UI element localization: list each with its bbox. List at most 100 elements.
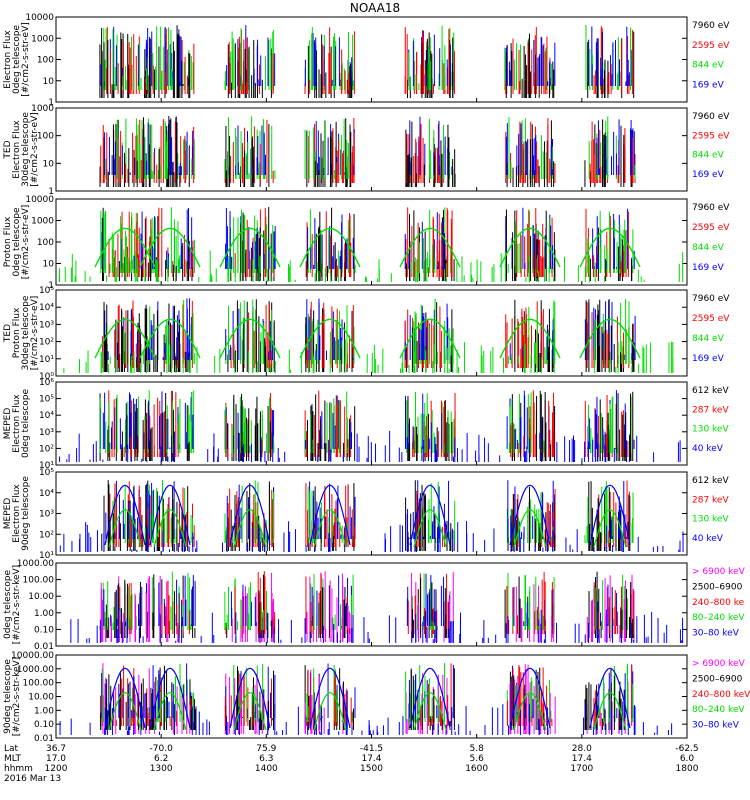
legend-entry: 7960 eV	[692, 294, 730, 304]
x-tick-mlt: 17.4	[572, 754, 592, 764]
y-tick-label: 1000	[31, 104, 54, 114]
x-tick-hhmm: 1700	[570, 764, 593, 774]
legend-entry: 7960 eV	[692, 112, 730, 122]
x-tick-lat: 75.9	[256, 744, 276, 754]
y-axis-label: Electron Flux	[3, 30, 13, 89]
legend-entry: 169 eV	[692, 80, 725, 90]
legend-entry: 287 keV	[692, 495, 729, 505]
data-mark	[149, 667, 191, 729]
x-tick-mlt: 6.2	[154, 754, 168, 764]
data-mark	[513, 509, 547, 548]
x-tick-lat: -41.5	[360, 744, 383, 754]
legend-entry: 844 eV	[692, 61, 725, 71]
legend-entry: 40 keV	[692, 534, 724, 544]
legend-entry: 7960 eV	[692, 21, 730, 31]
y-tick-label: 10²	[39, 530, 54, 540]
y-tick-label: 0.10	[34, 720, 54, 730]
data-mark	[309, 667, 351, 729]
legend-entry: > 6900 keV	[692, 659, 746, 669]
y-tick-label: 1000.00	[17, 559, 54, 569]
data-mark	[153, 692, 187, 731]
y-tick-label: 1000.00	[17, 665, 54, 675]
data-mark	[299, 227, 361, 268]
y-tick-label: 10	[43, 159, 55, 169]
data-mark	[313, 509, 347, 548]
data-mark	[413, 509, 447, 548]
y-axis-label: Proton Flux	[3, 216, 13, 267]
legend-entry: 130 keV	[692, 425, 729, 435]
x-tick-hhmm: 1200	[45, 764, 68, 774]
x-row-label-hhmm: hhmm	[4, 764, 33, 774]
x-tick-mlt: 6.3	[259, 754, 273, 764]
y-tick-label: 10⁵	[39, 395, 54, 405]
legend-entry: 2595 eV	[692, 223, 730, 233]
y-tick-label: 1	[48, 187, 54, 197]
y-tick-label: 10.00	[28, 693, 54, 703]
data-mark	[219, 318, 281, 359]
data-mark	[219, 227, 281, 268]
legend-entry: 844 eV	[692, 243, 725, 253]
legend-entry: 7960 eV	[692, 203, 730, 213]
y-axis-label: Electron Flux	[12, 394, 22, 453]
data-mark	[94, 318, 156, 359]
data-mark	[229, 484, 271, 546]
y-tick-label: 1.00	[34, 706, 54, 716]
y-axis-label: [#/cm2-s-str-eV]	[30, 112, 40, 187]
data-mark	[509, 667, 551, 729]
data-mark	[499, 318, 561, 359]
data-mark	[399, 227, 461, 268]
data-mark	[229, 667, 271, 729]
data-mark	[149, 484, 191, 546]
data-mark	[104, 484, 146, 546]
y-axis-label: Electron Flux	[12, 484, 22, 543]
y-axis-label: TED	[3, 140, 13, 159]
y-tick-label: 100.00	[23, 679, 55, 689]
y-axis-label: 0deg telescope	[21, 389, 31, 459]
y-axis-label: Electron Flux	[12, 120, 22, 179]
y-axis-label: [#/cm2-s-str-keV]	[12, 565, 22, 644]
y-tick-label: 100.00	[23, 576, 55, 586]
data-mark	[94, 227, 156, 268]
y-tick-label: 10²	[39, 444, 54, 454]
y-tick-label: 10.00	[28, 592, 54, 602]
y-axis-label: Proton Flux	[12, 307, 22, 358]
legend-entry: 844 eV	[692, 151, 725, 161]
y-tick-label: 0.01	[34, 642, 54, 652]
legend-entry: 80–240 keV	[692, 613, 745, 623]
y-axis-label: TED	[3, 324, 13, 343]
data-mark	[153, 509, 187, 548]
legend-entry: 40 keV	[692, 444, 724, 454]
x-row-label-mlt: MLT	[4, 754, 22, 764]
legend-entry: 30–80 keV	[692, 721, 740, 731]
data-mark	[309, 484, 351, 546]
y-tick-label: 10⁴	[39, 411, 54, 421]
x-tick-mlt: 17.0	[46, 754, 66, 764]
y-tick-label: 10⁶	[39, 378, 54, 388]
x-tick-hhmm: 1600	[465, 764, 488, 774]
data-mark	[233, 692, 267, 731]
x-tick-lat: -62.5	[675, 744, 698, 754]
y-tick-label: 10⁴	[39, 489, 54, 499]
y-tick-label: 10	[43, 260, 55, 270]
y-tick-label: 100	[37, 56, 54, 66]
x-row-label-lat: Lat	[4, 744, 19, 754]
y-tick-label: 10⁵	[39, 286, 54, 296]
y-tick-label: 10³	[39, 428, 54, 438]
x-tick-lat: 28.0	[572, 744, 592, 754]
y-axis-label: 30deg telescope	[21, 112, 31, 187]
legend-entry: 169 eV	[692, 263, 725, 273]
y-axis-label: 0deg telescope	[3, 570, 13, 640]
chart-title: NOAA18	[349, 1, 401, 15]
y-tick-label: 100	[37, 238, 54, 248]
y-tick-label: 10³	[39, 510, 54, 520]
legend-entry: 612 keV	[692, 386, 729, 396]
data-mark	[593, 692, 627, 731]
x-tick-lat: 5.8	[470, 744, 485, 754]
y-tick-label: 10¹	[39, 461, 54, 471]
data-mark	[108, 692, 142, 731]
legend-entry: 30–80 keV	[692, 629, 740, 639]
data-mark	[139, 227, 201, 268]
data-mark	[589, 667, 631, 729]
legend-entry: 169 eV	[692, 354, 725, 364]
y-axis-label: [#/cm2-s-str-eV]	[30, 296, 40, 371]
